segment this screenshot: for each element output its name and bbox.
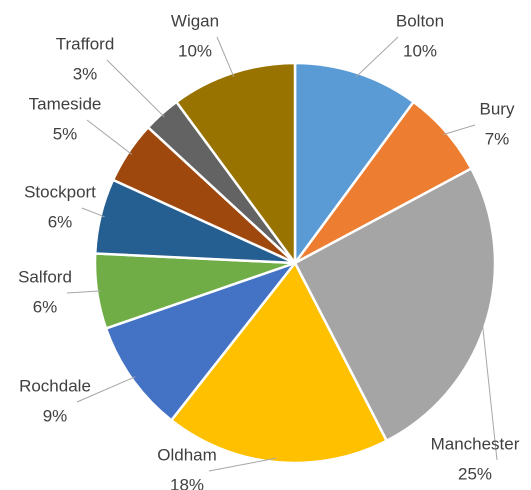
slice-name: Salford	[18, 267, 72, 286]
slice-name: Stockport	[24, 182, 96, 201]
pie-slice	[293, 166, 497, 443]
leader-line	[442, 124, 476, 136]
leader-line	[216, 36, 235, 77]
slice-value-label: 6%	[33, 297, 58, 316]
slice-name: Tameside	[29, 94, 102, 113]
leader-line	[208, 457, 277, 472]
slice-name: Bury	[480, 99, 515, 118]
slice-value-label: 9%	[43, 406, 68, 425]
slice-value-label: 6%	[48, 212, 73, 231]
slice-name: Oldham	[157, 445, 217, 464]
slice-value-label: 10%	[178, 41, 212, 60]
pie-slice	[293, 61, 416, 267]
slice-value-label: 18%	[170, 475, 204, 490]
slice-value-label: 10%	[403, 41, 437, 60]
leader-line	[355, 36, 399, 78]
slice-name: Wigan	[171, 11, 219, 30]
pie-slice	[169, 260, 389, 465]
slice-value-label: 3%	[73, 64, 98, 83]
leader-line	[81, 207, 105, 218]
slice-name: Bolton	[396, 11, 444, 30]
leader-line	[106, 59, 165, 118]
slice-name: Manchester	[431, 434, 520, 453]
slice-name: Rochdale	[19, 376, 91, 395]
slice-name: Trafford	[56, 34, 115, 53]
leader-line	[66, 290, 102, 294]
slice-value-label: 5%	[53, 124, 78, 143]
pie-slice	[104, 260, 299, 422]
slice-value-label: 25%	[458, 464, 492, 483]
slice-value-label: 7%	[485, 129, 510, 148]
leader-line	[86, 119, 133, 155]
leader-line	[76, 376, 136, 403]
leader-line	[481, 321, 498, 461]
